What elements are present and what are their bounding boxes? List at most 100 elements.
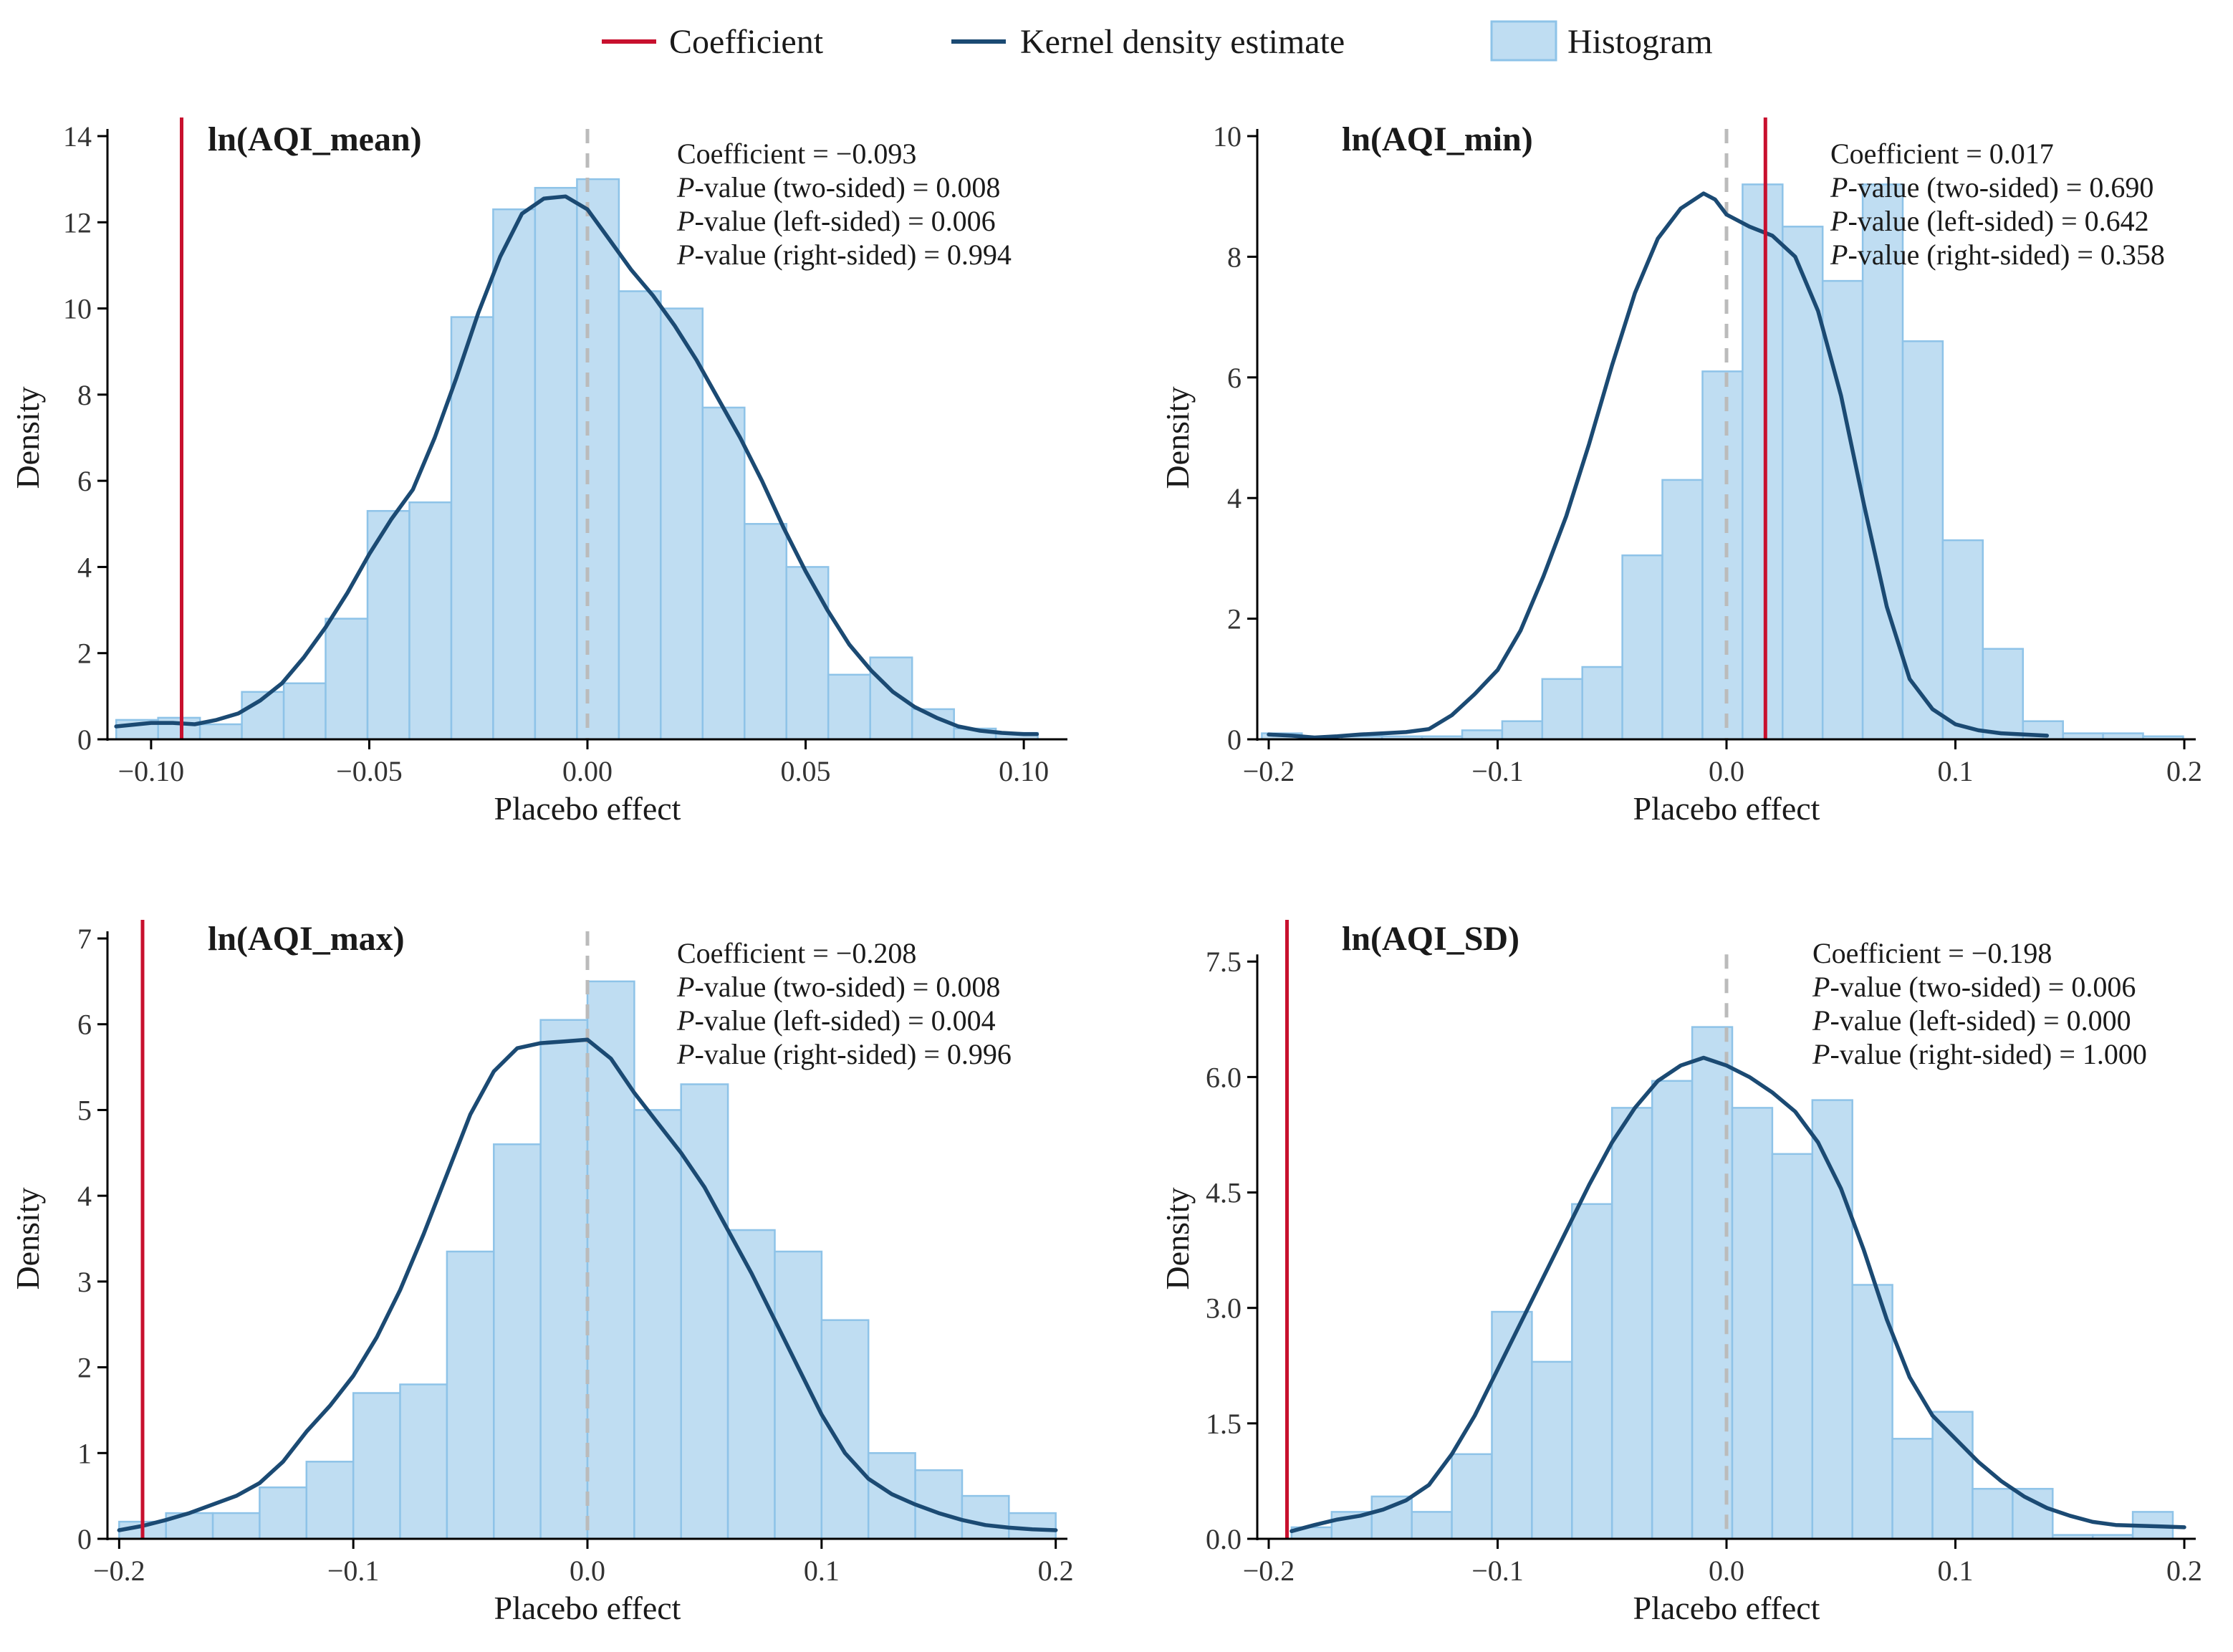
y-tick-label: 7 bbox=[77, 923, 92, 955]
histogram-bar bbox=[282, 682, 327, 741]
histogram-bar bbox=[744, 523, 788, 741]
y-tick-label: 4 bbox=[77, 1180, 92, 1212]
legend: Coefficient Kernel density estimate Hist… bbox=[602, 20, 1713, 62]
histogram-bar bbox=[914, 1469, 964, 1540]
histogram-bar bbox=[1982, 648, 2025, 741]
y-tick-label: 5 bbox=[77, 1094, 92, 1126]
stat-p-right-sided: P-value (right-sided) = 0.996 bbox=[676, 1038, 1012, 1070]
y-axis-title: Density bbox=[1159, 386, 1196, 489]
histogram-bar bbox=[1972, 1487, 2014, 1540]
histogram-bar bbox=[1621, 554, 1663, 741]
panel-2: 0 2 4 6 8 10 −0.2 −0.1 0.0 0.1 0.2 Placebo effect De… bbox=[1159, 117, 2202, 827]
x-tick-label: −0.1 bbox=[327, 1555, 380, 1587]
x-tick-label: 0.2 bbox=[2166, 1555, 2202, 1587]
x-tick-label: −0.2 bbox=[93, 1555, 145, 1587]
stat-coefficient: Coefficient = −0.093 bbox=[677, 138, 916, 170]
panel-4: 0.0 1.5 3.0 4.5 6.0 7.5 −0.2 −0.1 0.0 0.1 0.2 Place… bbox=[1159, 920, 2202, 1626]
histogram-bar bbox=[820, 1319, 870, 1540]
y-tick-label: 2 bbox=[77, 638, 92, 670]
histogram-bar bbox=[1861, 183, 1904, 741]
y-axis-title: Density bbox=[9, 386, 46, 489]
stat-p-two-sided: P-value (two-sided) = 0.006 bbox=[1812, 971, 2136, 1003]
panel-title: ln(AQI_min) bbox=[1342, 120, 1533, 158]
histogram-bar bbox=[408, 501, 453, 741]
histogram-bar bbox=[492, 208, 537, 741]
x-tick-label: 0.10 bbox=[999, 755, 1049, 787]
y-tick-label: 3 bbox=[77, 1266, 92, 1298]
histogram-bar bbox=[1941, 539, 1984, 741]
x-tick-label: 0.2 bbox=[2166, 755, 2202, 787]
stat-coefficient: Coefficient = −0.198 bbox=[1812, 937, 2052, 969]
stat-p-two-sided: P-value (two-sided) = 0.008 bbox=[676, 171, 1000, 203]
y-axis-title: Density bbox=[1159, 1187, 1196, 1290]
x-tick-label: 0.00 bbox=[562, 755, 613, 787]
histogram-bar bbox=[352, 1392, 401, 1540]
histogram-bar bbox=[961, 1494, 1010, 1540]
y-tick-label: 8 bbox=[77, 379, 92, 411]
histogram-bar bbox=[1610, 1107, 1653, 1540]
stat-p-right-sided: P-value (right-sided) = 0.994 bbox=[676, 239, 1012, 271]
histogram-bar bbox=[1541, 678, 1583, 741]
x-axis-title: Placebo effect bbox=[494, 1590, 681, 1626]
y-tick-label: 0.0 bbox=[1206, 1523, 1242, 1555]
histogram-bar bbox=[1891, 1438, 1934, 1540]
y-tick-label: 14 bbox=[63, 120, 92, 153]
histogram-bar bbox=[633, 1109, 683, 1540]
histogram-bar bbox=[1731, 1107, 1774, 1540]
y-tick-label: 8 bbox=[1227, 241, 1242, 273]
y-tick-label: 4 bbox=[1227, 482, 1242, 514]
histogram-bar bbox=[1811, 1099, 1853, 1540]
histogram-bar bbox=[701, 406, 746, 741]
histogram-bar bbox=[1742, 183, 1784, 741]
x-tick-label: 0.0 bbox=[1709, 1555, 1744, 1587]
histogram-bar bbox=[1701, 370, 1744, 741]
x-tick-label: −0.10 bbox=[118, 755, 185, 787]
x-tick-label: −0.2 bbox=[1243, 1555, 1295, 1587]
panel-3: 0 1 2 3 4 5 6 7 −0.2 −0.1 0.0 0.1 0.2 Placebo effect D… bbox=[9, 920, 1074, 1626]
histogram-bar bbox=[539, 1019, 589, 1540]
histogram-bar bbox=[680, 1083, 729, 1540]
stat-p-left-sided: P-value (left-sided) = 0.642 bbox=[1830, 205, 2149, 237]
histogram-bar bbox=[660, 307, 704, 741]
histogram-bar bbox=[1581, 666, 1623, 741]
histogram-bar bbox=[774, 1250, 823, 1540]
histogram-bar bbox=[576, 178, 620, 741]
y-tick-label: 6 bbox=[77, 1009, 92, 1041]
kde-curve bbox=[117, 1037, 1058, 1532]
stat-p-left-sided: P-value (left-sided) = 0.004 bbox=[676, 1004, 996, 1037]
histogram-bar bbox=[1531, 1360, 1573, 1540]
y-axis-title: Density bbox=[9, 1187, 46, 1290]
x-axis-title: Placebo effect bbox=[1633, 1590, 1820, 1626]
histogram-bars bbox=[1290, 1026, 2174, 1540]
histogram-bar bbox=[493, 1143, 542, 1540]
histogram-bar bbox=[2012, 1487, 2054, 1540]
x-tick-label: 0.0 bbox=[570, 1555, 605, 1587]
y-tick-label: 3.0 bbox=[1206, 1292, 1242, 1325]
legend-coefficient-label: Coefficient bbox=[669, 23, 824, 61]
histogram-bar bbox=[446, 1250, 495, 1540]
kde-curve bbox=[1290, 1055, 2186, 1534]
stat-coefficient: Coefficient = −0.208 bbox=[677, 937, 916, 969]
y-tick-label: 10 bbox=[63, 293, 92, 325]
histogram-bar bbox=[618, 290, 662, 741]
histogram-bar bbox=[586, 980, 635, 1540]
histogram-bar bbox=[1461, 729, 1504, 741]
y-tick-label: 6 bbox=[77, 465, 92, 497]
x-tick-label: −0.1 bbox=[1471, 1555, 1524, 1587]
x-tick-label: 0.2 bbox=[1038, 1555, 1074, 1587]
x-tick-label: 0.0 bbox=[1709, 755, 1744, 787]
x-tick-label: 0.05 bbox=[781, 755, 831, 787]
histogram-bar bbox=[450, 316, 494, 741]
kde-curve bbox=[1267, 191, 2050, 740]
y-tick-label: 1 bbox=[77, 1437, 92, 1469]
histogram-bar bbox=[534, 186, 578, 741]
histogram-bar bbox=[305, 1461, 355, 1540]
stat-p-right-sided: P-value (right-sided) = 0.358 bbox=[1830, 239, 2165, 271]
histogram-bar bbox=[1411, 1511, 1453, 1540]
x-tick-label: 0.1 bbox=[804, 1555, 840, 1587]
histogram-bar bbox=[1451, 1453, 1493, 1540]
histogram-bars bbox=[115, 178, 1039, 741]
